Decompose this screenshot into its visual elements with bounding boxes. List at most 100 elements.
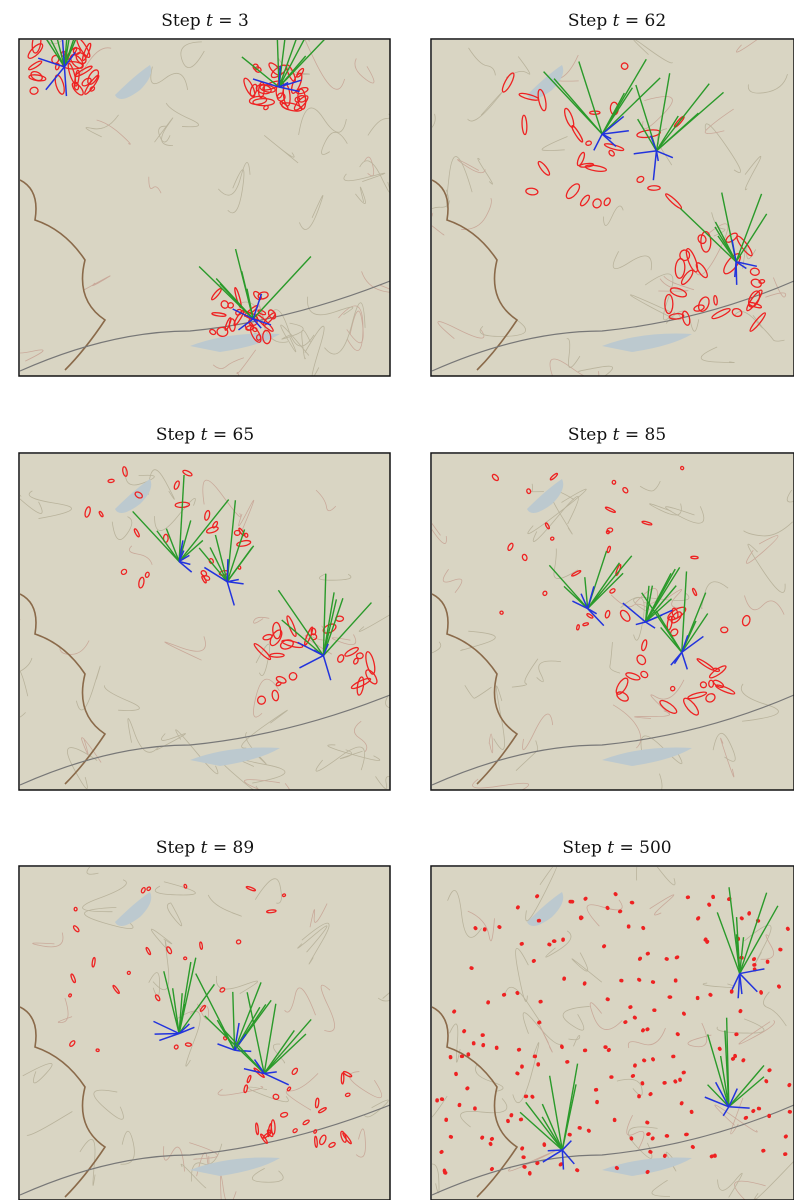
- covariance-ellipse: [618, 910, 622, 913]
- covariance-ellipse: [713, 1154, 716, 1157]
- covariance-ellipse: [523, 1165, 527, 1168]
- covariance-ellipse: [633, 1016, 637, 1020]
- covariance-ellipse: [646, 952, 650, 956]
- covariance-ellipse: [779, 948, 782, 951]
- covariance-ellipse: [594, 1088, 597, 1091]
- covariance-ellipse: [537, 919, 540, 922]
- covariance-ellipse: [472, 1042, 475, 1045]
- covariance-ellipse: [768, 1114, 771, 1117]
- panel-title: Step t = 500: [562, 838, 671, 858]
- covariance-ellipse: [620, 979, 623, 982]
- covariance-ellipse: [735, 1033, 739, 1036]
- covariance-ellipse: [535, 1161, 539, 1165]
- covariance-ellipse: [651, 980, 655, 983]
- covariance-ellipse: [674, 979, 676, 982]
- covariance-ellipse: [712, 895, 715, 898]
- covariance-ellipse: [579, 916, 582, 920]
- covariance-ellipse: [520, 942, 524, 945]
- contour-line: [395, 207, 432, 218]
- covariance-ellipse: [522, 1156, 525, 1159]
- covariance-ellipse: [627, 925, 629, 928]
- covariance-ellipse: [623, 1020, 627, 1023]
- covariance-ellipse: [516, 906, 520, 910]
- contour-line: [386, 695, 428, 722]
- covariance-ellipse: [578, 1126, 581, 1129]
- covariance-ellipse: [710, 1155, 714, 1159]
- covariance-ellipse: [748, 912, 751, 916]
- covariance-ellipse: [583, 1049, 586, 1052]
- covariance-ellipse: [646, 1132, 650, 1136]
- covariance-ellipse: [470, 966, 474, 969]
- covariance-ellipse: [777, 985, 781, 989]
- contour-line: [5, 574, 20, 626]
- covariance-ellipse: [672, 1055, 675, 1058]
- covariance-ellipse: [443, 1169, 446, 1173]
- covariance-ellipse: [762, 1149, 766, 1152]
- covariance-ellipse: [766, 960, 768, 963]
- map-panel: [382, 9, 794, 385]
- map-panel: [20, 863, 410, 1200]
- map-background: [432, 454, 794, 790]
- covariance-ellipse: [686, 896, 690, 899]
- covariance-ellipse: [583, 982, 586, 986]
- covariance-ellipse: [516, 991, 520, 995]
- covariance-ellipse: [645, 1121, 649, 1124]
- covariance-ellipse: [524, 1095, 527, 1098]
- covariance-ellipse: [788, 1110, 792, 1113]
- covariance-ellipse: [663, 1081, 666, 1084]
- covariance-ellipse: [440, 1098, 444, 1101]
- covariance-ellipse: [506, 1119, 509, 1122]
- map-panel: [410, 855, 794, 1200]
- map-background: [432, 867, 794, 1200]
- page: Step t = 3 Step t = 62 Step t = 65 Step t =…: [0, 0, 794, 1200]
- covariance-ellipse: [604, 1046, 607, 1049]
- covariance-ellipse: [520, 1147, 524, 1151]
- covariance-ellipse: [651, 1057, 655, 1061]
- covariance-ellipse: [482, 1043, 485, 1047]
- panel-title: Step t = 85: [568, 425, 666, 445]
- covariance-ellipse: [764, 1079, 768, 1083]
- covariance-ellipse: [568, 1133, 572, 1136]
- covariance-ellipse: [685, 1133, 689, 1136]
- covariance-ellipse: [543, 1143, 546, 1147]
- covariance-ellipse: [480, 1136, 484, 1140]
- covariance-ellipse: [680, 1101, 683, 1105]
- covariance-ellipse: [458, 1103, 461, 1106]
- covariance-ellipse: [696, 996, 698, 999]
- covariance-ellipse: [449, 1055, 452, 1058]
- covariance-ellipse: [629, 1005, 633, 1008]
- covariance-ellipse: [529, 1172, 531, 1176]
- covariance-ellipse: [707, 903, 711, 907]
- covariance-ellipse: [539, 1000, 543, 1003]
- covariance-ellipse: [734, 1054, 737, 1057]
- covariance-ellipse: [560, 1045, 563, 1049]
- covariance-ellipse: [445, 1118, 448, 1121]
- map-background: [432, 40, 794, 376]
- covariance-ellipse: [606, 906, 610, 910]
- covariance-ellipse: [562, 938, 565, 941]
- covariance-ellipse: [641, 926, 645, 930]
- map-panel: [409, 454, 794, 798]
- blue-link: [227, 559, 228, 582]
- panel-title: Step t = 62: [568, 11, 666, 31]
- covariance-ellipse: [575, 1168, 579, 1172]
- covariance-ellipse: [788, 1083, 792, 1087]
- covariance-ellipse: [487, 1001, 490, 1005]
- covariance-ellipse: [610, 1076, 613, 1078]
- panel-title: Step t = 3: [161, 11, 249, 31]
- covariance-ellipse: [759, 990, 762, 994]
- blue-link: [736, 262, 737, 285]
- covariance-ellipse: [668, 996, 672, 999]
- covariance-ellipse: [630, 1137, 633, 1141]
- covariance-ellipse: [516, 1072, 520, 1076]
- panel-title: Step t = 65: [156, 425, 254, 445]
- covariance-ellipse: [673, 1080, 677, 1084]
- covariance-ellipse: [570, 900, 574, 903]
- covariance-ellipse: [566, 1060, 570, 1063]
- covariance-ellipse: [521, 1065, 524, 1068]
- covariance-ellipse: [436, 1099, 438, 1102]
- blue-link: [155, 1034, 180, 1035]
- map-panel: [18, 0, 395, 380]
- covariance-ellipse: [537, 1063, 540, 1066]
- covariance-ellipse: [455, 1072, 458, 1075]
